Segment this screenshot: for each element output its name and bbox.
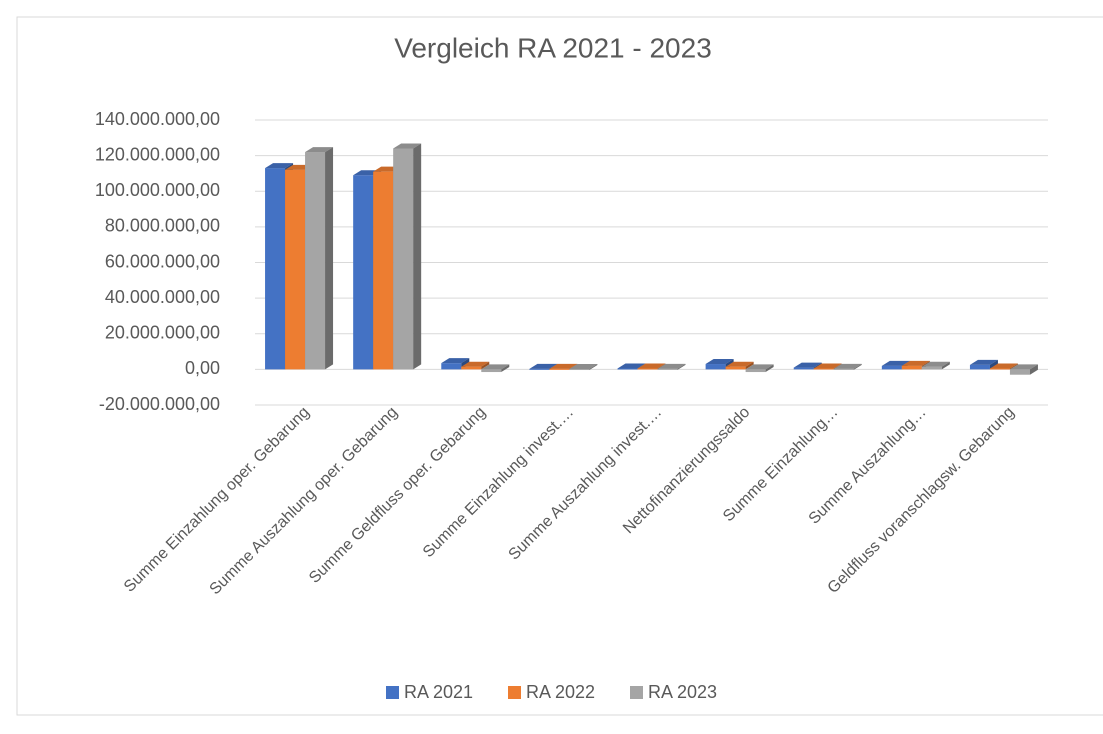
bar-top — [1009, 364, 1038, 370]
bar-top — [617, 363, 646, 369]
bar — [637, 368, 658, 370]
bar-top — [725, 361, 754, 367]
legend-swatch — [386, 686, 399, 699]
bar — [569, 369, 590, 371]
bar — [549, 368, 570, 370]
bar-top — [989, 363, 1018, 369]
bar-top — [705, 359, 734, 365]
bar — [901, 365, 922, 370]
bar-top — [969, 359, 998, 365]
bar — [813, 368, 834, 370]
bar-top — [265, 163, 294, 169]
bar-side — [325, 147, 334, 370]
bar — [657, 368, 678, 370]
bar-side — [1029, 364, 1038, 375]
bar-side — [853, 363, 862, 370]
bar-top — [901, 360, 930, 366]
y-tick-label: 40.000.000,00 — [105, 287, 220, 307]
bar — [705, 364, 726, 370]
bar-top — [813, 363, 842, 369]
y-tick-label: 0,00 — [185, 358, 220, 378]
bar — [725, 366, 746, 370]
chart-title: Vergleich RA 2021 - 2023 — [394, 32, 712, 63]
bar-top — [549, 363, 578, 369]
bar-side — [501, 364, 510, 373]
y-tick-label: 80.000.000,00 — [105, 216, 220, 236]
y-tick-label: 60.000.000,00 — [105, 251, 220, 271]
bar-top — [657, 363, 686, 369]
bar-side — [941, 361, 950, 370]
bar-top — [637, 363, 666, 369]
bar — [989, 368, 1010, 370]
bar — [305, 152, 326, 370]
bar-top — [461, 361, 490, 367]
y-tick-label: 20.000.000,00 — [105, 323, 220, 343]
legend-label: RA 2021 — [404, 682, 473, 702]
bar — [793, 367, 814, 370]
y-tick-label: -20.000.000,00 — [99, 394, 220, 414]
bar-side — [589, 364, 598, 371]
bar — [441, 363, 462, 370]
bar-side — [1009, 363, 1018, 370]
bar — [1009, 369, 1030, 375]
bar-top — [529, 363, 558, 369]
bar-top — [441, 358, 470, 364]
bar-top — [793, 362, 822, 368]
bar-top — [921, 361, 950, 367]
bar — [881, 365, 902, 370]
bar-side — [677, 363, 686, 370]
legend-swatch — [508, 686, 521, 699]
legend-label: RA 2023 — [648, 682, 717, 702]
bar-top — [833, 363, 862, 369]
bar — [393, 148, 414, 370]
bar-side — [745, 361, 754, 370]
bar-top — [881, 360, 910, 366]
bar — [265, 168, 286, 370]
bar-side — [413, 143, 422, 370]
bar — [285, 169, 306, 370]
bar — [461, 366, 482, 370]
y-tick-label: 140.000.000,00 — [95, 109, 220, 129]
bar — [481, 369, 502, 373]
bar — [969, 364, 990, 370]
legend-swatch — [630, 686, 643, 699]
bar — [373, 171, 394, 370]
bar-top — [393, 143, 422, 149]
bar — [833, 368, 854, 370]
bar-top — [305, 147, 334, 153]
y-tick-label: 120.000.000,00 — [95, 144, 220, 164]
bar-side — [989, 359, 998, 370]
bar — [745, 369, 766, 373]
bar-side — [481, 361, 490, 370]
bar-top — [569, 364, 598, 370]
bar — [921, 366, 942, 370]
legend-label: RA 2022 — [526, 682, 595, 702]
bar — [353, 175, 374, 370]
y-tick-label: 100.000.000,00 — [95, 180, 220, 200]
bar-top — [481, 364, 510, 370]
bar — [617, 368, 638, 370]
bar-top — [745, 364, 774, 370]
bar — [529, 368, 550, 370]
bar-side — [765, 364, 774, 373]
